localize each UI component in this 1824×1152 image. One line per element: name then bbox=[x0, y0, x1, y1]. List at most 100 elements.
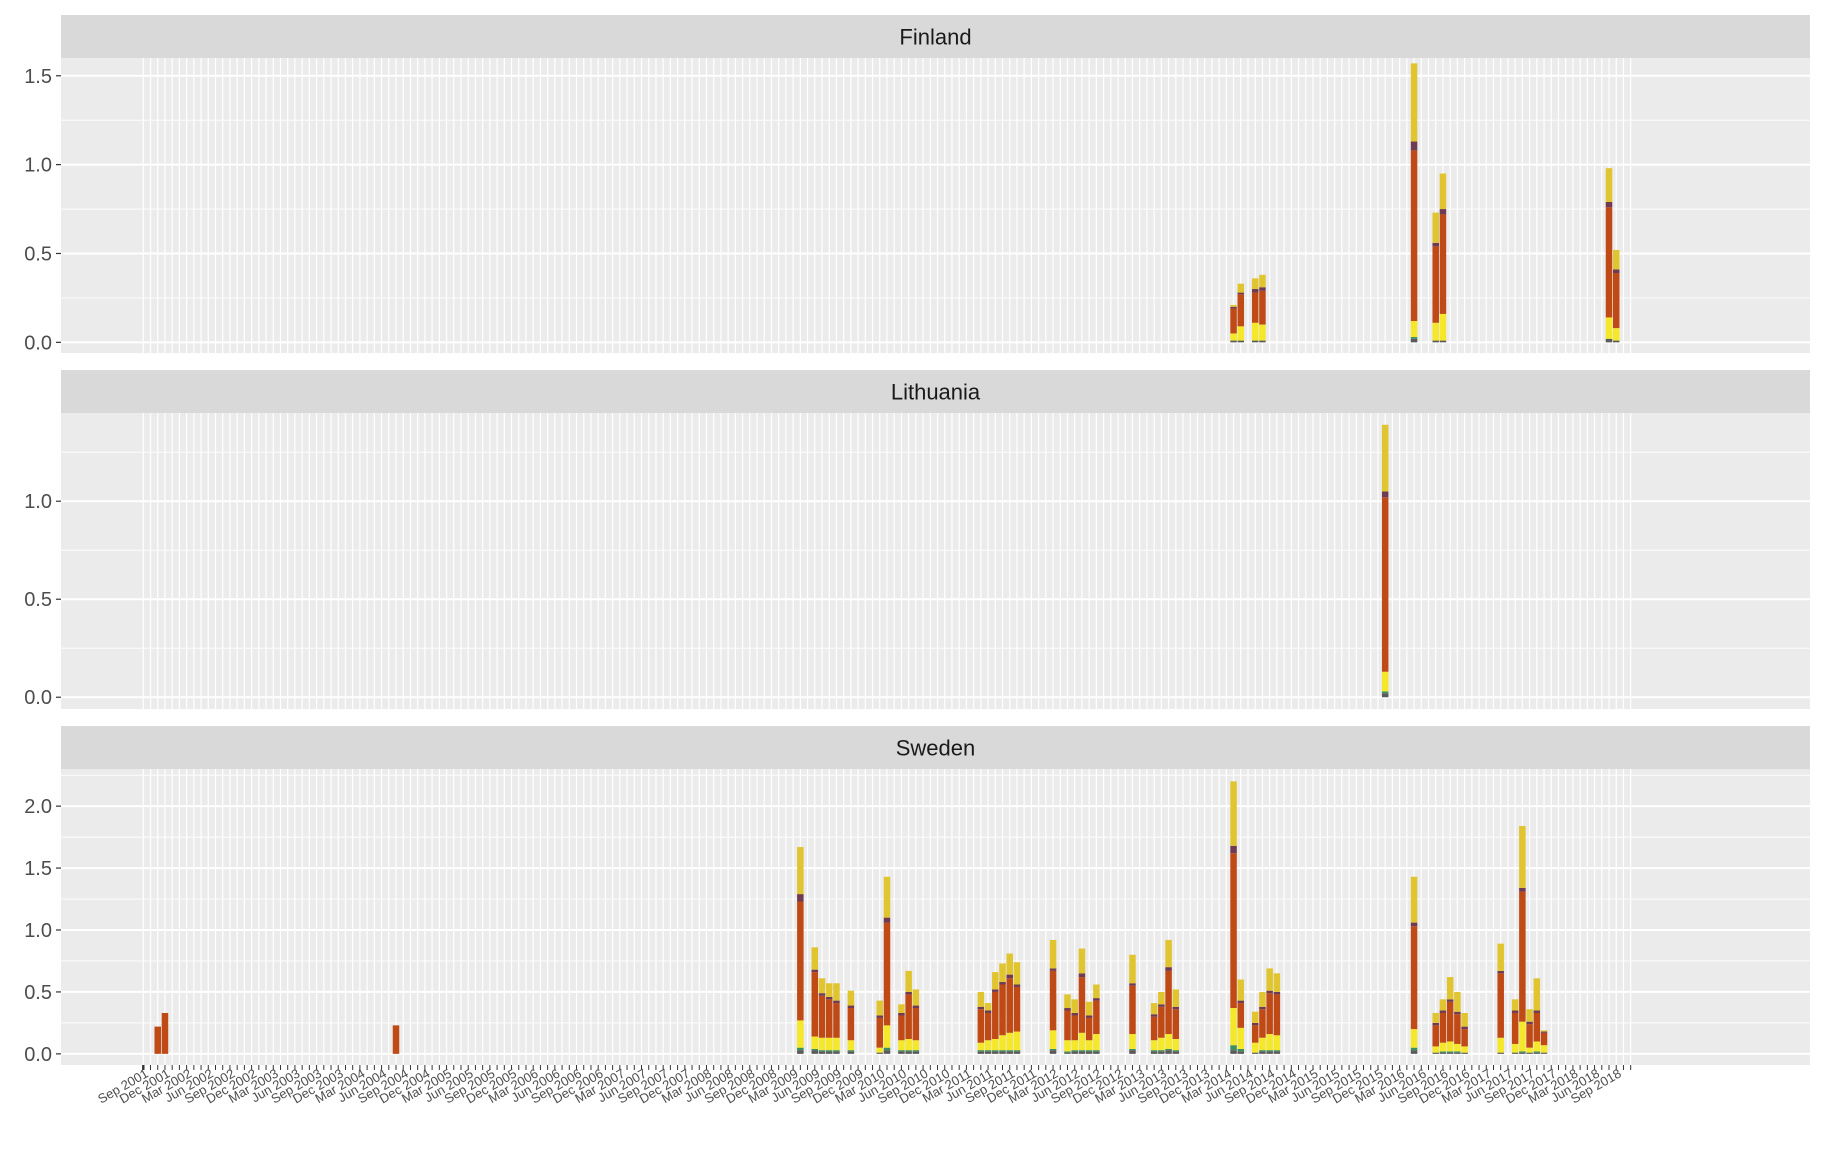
bar-segment-dark-gray bbox=[1497, 1052, 1504, 1054]
bar-segment-yellow bbox=[1078, 1032, 1086, 1051]
bar-segment-orange bbox=[1432, 1025, 1439, 1047]
bar-segment-dark-gray bbox=[1251, 340, 1259, 343]
bar-segment-gold bbox=[1172, 989, 1180, 1007]
bar-segment-purple bbox=[1158, 1004, 1165, 1007]
bar-segment-orange bbox=[1158, 1006, 1165, 1038]
bar-segment-orange bbox=[1526, 1024, 1533, 1048]
stacked-bar bbox=[1605, 168, 1613, 343]
bar-segment-yellow bbox=[1230, 333, 1237, 341]
bar-segment-dark-gray bbox=[1540, 1052, 1548, 1054]
bar-segment-purple bbox=[1230, 845, 1237, 854]
bar-segment-yellow bbox=[992, 1038, 999, 1051]
bar-segment-dark-gray bbox=[1237, 1051, 1245, 1054]
bar-segment-purple bbox=[977, 1006, 985, 1010]
stacked-bar bbox=[811, 947, 819, 1054]
bar-segment-green bbox=[999, 1050, 1006, 1052]
bar-segment-yellow bbox=[818, 1037, 826, 1051]
bar-segment-gold bbox=[1230, 305, 1237, 307]
bar-segment-green bbox=[1230, 1045, 1237, 1051]
bar-segment-dark-gray bbox=[984, 1051, 992, 1054]
bar-segment-dark-gray bbox=[1612, 340, 1620, 343]
bar-segment-gold bbox=[1093, 984, 1100, 999]
bar-segment-orange bbox=[1093, 1000, 1100, 1035]
stacked-bar bbox=[898, 1004, 905, 1054]
facet-strip-label: Finland bbox=[899, 25, 971, 50]
bar-segment-purple bbox=[1049, 968, 1057, 971]
facet-strip-label: Sweden bbox=[896, 736, 976, 761]
bar-segment-purple bbox=[1172, 1006, 1180, 1010]
bar-segment-gold bbox=[1251, 1011, 1259, 1023]
bar-segment-orange bbox=[1612, 273, 1620, 329]
bar-segment-dark-gray bbox=[1259, 1051, 1266, 1054]
stacked-bar bbox=[1432, 212, 1439, 343]
bar-segment-orange bbox=[984, 1012, 992, 1041]
bar-segment-green bbox=[833, 1050, 840, 1052]
stacked-bar bbox=[1251, 278, 1259, 343]
bar-segment-purple bbox=[999, 982, 1006, 985]
bar-segment-yellow bbox=[1273, 1035, 1281, 1051]
bar-segment-gold bbox=[898, 1004, 905, 1013]
bar-segment-green bbox=[912, 1050, 920, 1052]
bar-segment-gold bbox=[1006, 953, 1013, 975]
bar-segment-orange bbox=[999, 984, 1006, 1036]
bar-segment-gold bbox=[912, 989, 920, 1006]
bar-segment-dark-gray bbox=[825, 1051, 833, 1054]
bar-segment-yellow bbox=[1439, 313, 1447, 341]
stacked-bar bbox=[1230, 305, 1237, 343]
bar-segment-yellow bbox=[1526, 1047, 1533, 1053]
bar-segment-green bbox=[1381, 691, 1389, 694]
bar-segment-green bbox=[1064, 1051, 1071, 1053]
bar-segment-orange bbox=[898, 1015, 905, 1041]
bar-segment-yellow bbox=[797, 1020, 804, 1048]
stacked-bar bbox=[1237, 283, 1245, 343]
bar-segment-gold bbox=[1454, 991, 1461, 1012]
facet-strip bbox=[61, 726, 1810, 769]
y-tick-label: 2.0 bbox=[24, 796, 52, 818]
bar-segment-gold bbox=[1085, 1001, 1093, 1016]
bar-segment-gold bbox=[1410, 876, 1418, 923]
bar-segment-orange bbox=[1071, 1015, 1078, 1041]
bar-segment-purple bbox=[1381, 491, 1389, 498]
bar-segment-gold bbox=[847, 990, 855, 1006]
bar-segment-purple bbox=[1230, 306, 1237, 309]
stacked-bar bbox=[392, 1025, 400, 1054]
stacked-bar bbox=[1165, 939, 1172, 1054]
bar-segment-green bbox=[1237, 1048, 1245, 1052]
bar-segment-purple bbox=[883, 917, 891, 923]
x-gridlines bbox=[142, 769, 1632, 1065]
bar-segment-yellow bbox=[1237, 326, 1245, 341]
stacked-bar bbox=[161, 1012, 169, 1054]
y-tick-label: 0.5 bbox=[24, 589, 52, 611]
bar-segment-gold bbox=[1605, 168, 1613, 202]
bar-segment-green bbox=[797, 1047, 804, 1051]
stacked-bar bbox=[883, 876, 891, 1054]
bar-segment-yellow bbox=[1071, 1040, 1078, 1051]
stacked-bar bbox=[847, 990, 855, 1054]
bar-segment-purple bbox=[992, 989, 999, 992]
bar-segment-green bbox=[1259, 1050, 1266, 1052]
bar-segment-yellow bbox=[1519, 1021, 1526, 1052]
bar-segment-orange bbox=[1410, 926, 1418, 1030]
bar-segment-yellow bbox=[1533, 1041, 1541, 1052]
bar-segment-yellow bbox=[1165, 1034, 1172, 1049]
stacked-bar bbox=[1439, 173, 1447, 343]
bar-segment-orange bbox=[161, 1012, 169, 1054]
bar-segment-yellow bbox=[876, 1047, 884, 1053]
bar-segment-yellow bbox=[977, 1042, 985, 1051]
bar-segment-gold bbox=[992, 972, 999, 990]
bar-segment-green bbox=[883, 1047, 891, 1051]
bar-segment-orange bbox=[1540, 1032, 1548, 1046]
bar-segment-yellow bbox=[1259, 324, 1266, 341]
y-tick-label: 1.5 bbox=[24, 858, 52, 880]
bar-segment-orange bbox=[1085, 1017, 1093, 1041]
bar-segment-orange bbox=[392, 1025, 400, 1054]
y-tick-label: 0.0 bbox=[24, 1044, 52, 1066]
bar-segment-dark-gray bbox=[1432, 340, 1439, 343]
bar-segment-dark-gray bbox=[1049, 1050, 1057, 1054]
stacked-bar bbox=[797, 847, 804, 1054]
bar-segment-purple bbox=[825, 996, 833, 1000]
bar-segment-gold bbox=[1266, 968, 1273, 991]
bar-segment-purple bbox=[905, 991, 912, 995]
bar-segment-orange bbox=[154, 1026, 161, 1054]
